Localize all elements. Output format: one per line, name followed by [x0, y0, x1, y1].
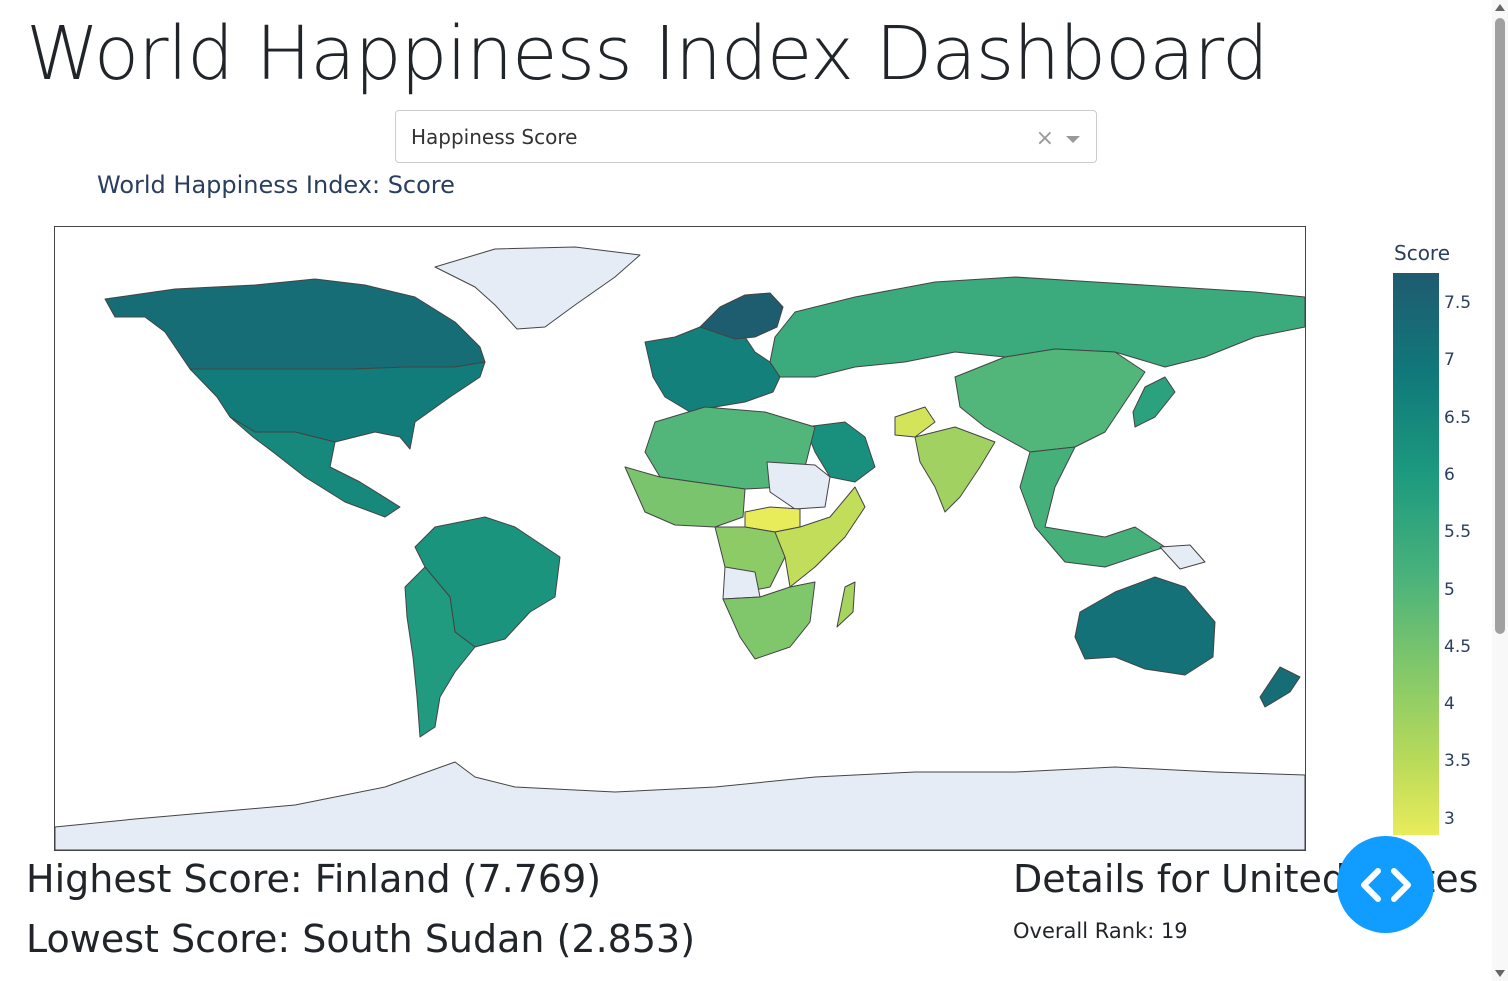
colorbar-tick: 5.5 — [1444, 522, 1472, 543]
colorbar-title: Score — [1394, 241, 1451, 265]
country-russia[interactable] — [769, 276, 1305, 378]
choropleth-map[interactable] — [54, 226, 1306, 851]
colorbar-tick: 7 — [1444, 350, 1455, 371]
colorbar-tick: 7.5 — [1444, 293, 1472, 313]
dropdown-selected-value: Happiness Score — [411, 125, 578, 149]
clear-selection-icon[interactable]: × — [1035, 126, 1054, 151]
lowest-score: Lowest Score: South Sudan (2.853) — [26, 917, 696, 961]
dropdown-arrow-icon[interactable] — [1066, 136, 1080, 143]
overall-rank: Overall Rank: 19 — [1013, 919, 1188, 943]
colorbar-tick: 5 — [1444, 579, 1455, 600]
country-sudan[interactable] — [766, 461, 831, 510]
country-canada[interactable] — [104, 278, 486, 370]
country-australia[interactable] — [1074, 576, 1216, 676]
country-madagascar[interactable] — [836, 581, 856, 628]
scroll-down-arrow-icon[interactable] — [1495, 970, 1505, 977]
colorbar-tick: 4.5 — [1444, 636, 1472, 657]
debug-toggle-button[interactable] — [1337, 836, 1434, 933]
country-finland[interactable] — [699, 292, 784, 340]
country-papua-new-guinea[interactable] — [1159, 544, 1206, 570]
country-saudi-arabia[interactable] — [804, 421, 876, 483]
country-afghanistan[interactable] — [894, 406, 936, 438]
colorbar — [1393, 273, 1439, 835]
metric-dropdown[interactable]: Happiness Score × — [395, 110, 1097, 163]
country-argentina[interactable] — [404, 566, 476, 738]
region-southern-africa[interactable] — [722, 581, 816, 660]
code-icon — [1360, 867, 1411, 902]
country-china[interactable] — [954, 348, 1146, 453]
world-map[interactable] — [55, 227, 1305, 850]
colorbar-tick: 3.5 — [1444, 751, 1472, 772]
region-east-africa[interactable] — [774, 486, 866, 588]
colorbar-tick: 6.5 — [1444, 407, 1472, 428]
country-angola[interactable] — [722, 566, 761, 600]
colorbar-tick: 6 — [1444, 464, 1455, 485]
colorbar-tick: 4 — [1444, 694, 1455, 715]
scroll-thumb[interactable] — [1495, 18, 1505, 634]
country-mexico[interactable] — [229, 416, 401, 518]
country-japan[interactable] — [1132, 376, 1176, 428]
scroll-up-arrow-icon[interactable] — [1495, 4, 1505, 11]
colorbar-tick: 3 — [1444, 808, 1455, 829]
country-india[interactable] — [914, 426, 996, 513]
country-united-states[interactable] — [189, 361, 486, 450]
region-west-africa[interactable] — [624, 466, 746, 528]
region-europe[interactable] — [644, 326, 781, 413]
page-scrollbar[interactable] — [1492, 0, 1508, 981]
country-new-zealand[interactable] — [1259, 666, 1301, 708]
antarctica[interactable] — [55, 761, 1305, 850]
page-title: World Happiness Index Dashboard — [26, 11, 1269, 97]
map-title: World Happiness Index: Score — [97, 171, 455, 199]
highest-score: Highest Score: Finland (7.769) — [26, 857, 602, 901]
region-southeast-asia[interactable] — [1019, 446, 1166, 568]
country-greenland[interactable] — [434, 246, 641, 330]
